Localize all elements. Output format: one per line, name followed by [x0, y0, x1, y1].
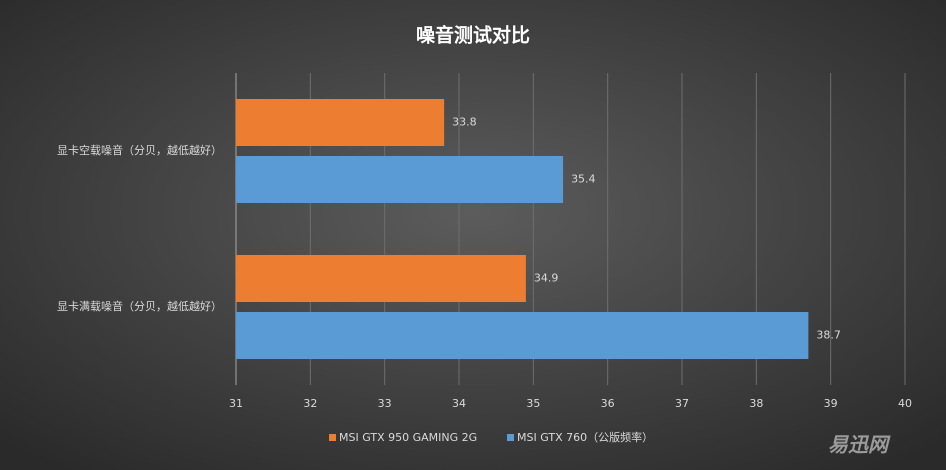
legend-label: MSI GTX 760（公版频率）: [517, 430, 653, 444]
y-tick-label: 显卡空载噪音（分贝，越低越好）: [57, 143, 222, 157]
bar: [236, 312, 809, 359]
watermark: 易迅网: [828, 433, 891, 457]
x-tick-label: 31: [229, 397, 243, 410]
x-tick-label: 36: [601, 397, 615, 410]
legend-swatch: [329, 434, 336, 441]
x-tick-label: 40: [898, 397, 912, 410]
data-label: 33.8: [452, 116, 477, 129]
data-label: 35.4: [571, 173, 596, 186]
x-tick-label: 39: [824, 397, 838, 410]
y-tick-label: 显卡满载噪音（分贝，越低越好）: [57, 299, 222, 313]
x-tick-label: 34: [452, 397, 466, 410]
x-tick-label: 37: [675, 397, 689, 410]
x-tick-label: 35: [526, 397, 540, 410]
x-tick-label: 32: [303, 397, 317, 410]
bar: [236, 255, 526, 302]
bar: [236, 156, 564, 203]
x-tick-label: 38: [749, 397, 763, 410]
legend-label: MSI GTX 950 GAMING 2G: [339, 431, 477, 444]
data-label: 34.9: [534, 272, 559, 285]
chart-title: 噪音测试对比: [416, 24, 530, 47]
data-label: 38.7: [816, 329, 841, 342]
x-tick-label: 33: [378, 397, 392, 410]
bar: [236, 99, 445, 146]
legend-swatch: [507, 434, 514, 441]
